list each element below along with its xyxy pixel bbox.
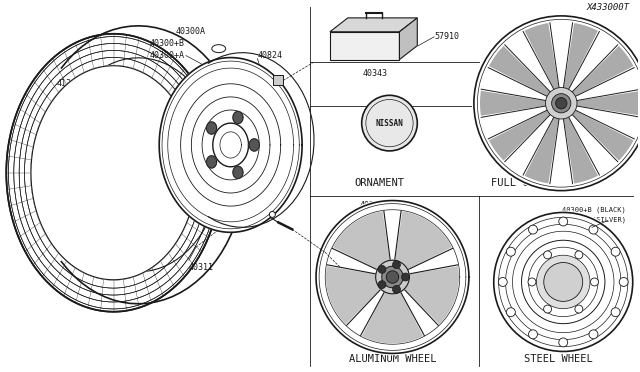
Circle shape bbox=[543, 305, 552, 313]
Polygon shape bbox=[207, 156, 216, 168]
Text: 40300M: 40300M bbox=[360, 201, 390, 209]
Polygon shape bbox=[249, 139, 259, 151]
Text: 40343: 40343 bbox=[362, 68, 387, 77]
Text: 40824: 40824 bbox=[257, 51, 282, 60]
Circle shape bbox=[575, 251, 583, 259]
Polygon shape bbox=[326, 266, 381, 324]
Text: X433000T: X433000T bbox=[587, 3, 630, 12]
Circle shape bbox=[543, 251, 552, 259]
Circle shape bbox=[506, 308, 515, 317]
Polygon shape bbox=[525, 117, 559, 183]
Circle shape bbox=[492, 211, 635, 353]
Circle shape bbox=[499, 278, 508, 286]
Text: 40300+B: 40300+B bbox=[149, 39, 184, 48]
Circle shape bbox=[591, 278, 598, 286]
Polygon shape bbox=[362, 292, 423, 343]
Circle shape bbox=[559, 217, 568, 226]
Circle shape bbox=[378, 280, 386, 289]
Circle shape bbox=[544, 263, 582, 301]
Polygon shape bbox=[31, 66, 196, 280]
Circle shape bbox=[545, 87, 577, 119]
Text: 41312: 41312 bbox=[57, 79, 82, 88]
Circle shape bbox=[537, 256, 589, 308]
Polygon shape bbox=[330, 18, 417, 32]
Polygon shape bbox=[564, 23, 598, 89]
Text: 40300A: 40300A bbox=[176, 27, 206, 36]
Text: 40300+A: 40300+A bbox=[149, 51, 184, 60]
Polygon shape bbox=[399, 18, 417, 60]
Circle shape bbox=[314, 199, 471, 355]
Polygon shape bbox=[395, 211, 452, 269]
Polygon shape bbox=[480, 91, 546, 116]
Polygon shape bbox=[207, 122, 216, 134]
Circle shape bbox=[378, 265, 386, 273]
Text: 57910: 57910 bbox=[434, 32, 459, 41]
Text: 40315M: 40315M bbox=[541, 97, 569, 106]
Circle shape bbox=[556, 97, 567, 109]
Circle shape bbox=[506, 247, 515, 256]
Polygon shape bbox=[525, 23, 559, 89]
Circle shape bbox=[529, 225, 538, 234]
Polygon shape bbox=[577, 91, 640, 116]
Circle shape bbox=[552, 94, 571, 113]
Polygon shape bbox=[233, 166, 243, 179]
Polygon shape bbox=[489, 110, 550, 161]
Polygon shape bbox=[564, 117, 598, 183]
Polygon shape bbox=[273, 76, 284, 86]
Text: 40311: 40311 bbox=[189, 263, 214, 272]
Polygon shape bbox=[404, 266, 459, 324]
Polygon shape bbox=[330, 32, 399, 60]
Circle shape bbox=[472, 14, 640, 193]
Polygon shape bbox=[489, 46, 550, 96]
Circle shape bbox=[575, 305, 583, 313]
Circle shape bbox=[620, 278, 628, 286]
Circle shape bbox=[362, 95, 417, 151]
Circle shape bbox=[528, 278, 536, 286]
Polygon shape bbox=[387, 271, 399, 283]
Circle shape bbox=[589, 225, 598, 234]
Text: NISSAN: NISSAN bbox=[376, 119, 403, 128]
Polygon shape bbox=[159, 58, 302, 232]
Text: 15X55JJ: 15X55JJ bbox=[530, 334, 563, 343]
Text: 40300+B (BLACK): 40300+B (BLACK) bbox=[562, 206, 626, 213]
Polygon shape bbox=[572, 110, 634, 161]
Circle shape bbox=[401, 273, 410, 281]
Circle shape bbox=[611, 308, 620, 317]
Circle shape bbox=[559, 338, 568, 347]
Polygon shape bbox=[333, 211, 390, 269]
Text: ORNAMENT: ORNAMENT bbox=[355, 178, 404, 188]
Text: STEEL WHEEL: STEEL WHEEL bbox=[524, 355, 593, 365]
Polygon shape bbox=[233, 112, 243, 124]
Polygon shape bbox=[572, 46, 634, 96]
Circle shape bbox=[392, 285, 401, 294]
Circle shape bbox=[269, 211, 275, 217]
Circle shape bbox=[529, 330, 538, 339]
Text: ALUMINUM WHEEL: ALUMINUM WHEEL bbox=[349, 355, 436, 365]
Circle shape bbox=[589, 330, 598, 339]
Polygon shape bbox=[382, 266, 403, 288]
Circle shape bbox=[611, 247, 620, 256]
Text: FULL COVER: FULL COVER bbox=[491, 178, 553, 188]
Polygon shape bbox=[376, 260, 410, 294]
Text: 40300+A (SILVER): 40300+A (SILVER) bbox=[558, 216, 626, 223]
Circle shape bbox=[392, 261, 401, 269]
